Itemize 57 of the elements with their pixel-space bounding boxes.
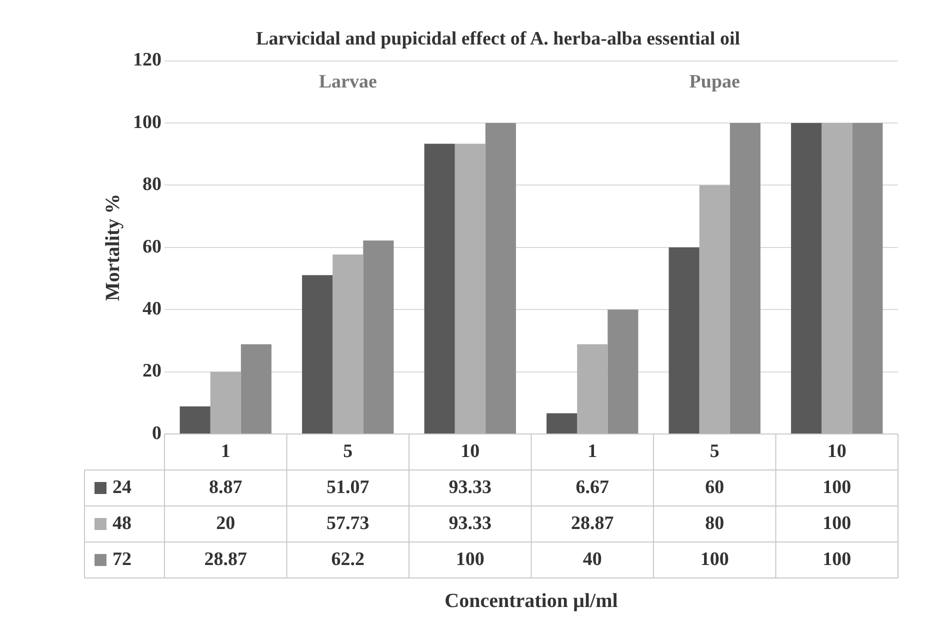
bar: [577, 344, 608, 434]
y-tick-label: 20: [142, 360, 162, 382]
annotation: Larvae: [318, 72, 377, 93]
data-label: 60: [705, 476, 724, 498]
bar: [180, 406, 210, 434]
x-tick-label: 1: [588, 440, 598, 462]
x-tick-label: 5: [710, 440, 720, 462]
bar: [822, 123, 852, 434]
data-label: 62.2: [331, 548, 364, 570]
legend-label: 72: [112, 548, 132, 570]
bar: [302, 275, 333, 434]
bar: [608, 310, 638, 434]
data-label: 20: [216, 512, 236, 534]
x-tick-label: 10: [827, 440, 846, 462]
legend-label: 48: [112, 512, 132, 534]
data-label: 93.33: [448, 512, 492, 534]
bar: [454, 144, 486, 434]
data-label: 93.33: [448, 476, 492, 498]
data-label: 51.07: [326, 476, 370, 498]
data-label: 100: [822, 548, 852, 570]
bar: [730, 123, 760, 434]
data-label: 100: [822, 512, 852, 534]
y-tick-label: 120: [133, 50, 162, 71]
x-tick-label: 1: [220, 440, 230, 462]
x-tick-label: 5: [343, 440, 353, 462]
data-label: 100: [700, 548, 729, 570]
data-label: 6.67: [576, 476, 610, 498]
bar: [668, 247, 700, 434]
chart-title: Larvicidal and pupicidal effect of A. herba-alba essential oil: [256, 28, 740, 50]
y-tick-label: 100: [133, 112, 162, 133]
bar: [699, 185, 730, 434]
data-label: 8.87: [209, 476, 243, 498]
legend-label: 24: [112, 476, 132, 498]
data-label: 28.87: [571, 512, 614, 534]
annotation: Pupae: [689, 72, 740, 93]
bar: [485, 123, 516, 434]
bar: [240, 344, 272, 434]
y-tick-label: 80: [142, 174, 162, 196]
data-label: 40: [582, 548, 602, 570]
y-axis-title: Mortality %: [102, 194, 124, 301]
data-label: 100: [822, 476, 852, 498]
bar: [332, 254, 364, 434]
y-tick-label: 60: [142, 236, 162, 258]
x-tick-label: 10: [460, 440, 480, 462]
y-tick-label: 0: [152, 422, 162, 444]
bar: [210, 372, 241, 434]
bar: [424, 144, 455, 434]
text: Concentration µl/ml: [444, 590, 618, 612]
y-tick-label: 40: [142, 298, 162, 320]
data-label: 57.73: [326, 512, 370, 534]
bar: [363, 240, 394, 434]
data-label: 28.87: [204, 548, 248, 570]
bar: [852, 123, 883, 434]
data-label: 80: [705, 512, 724, 534]
bar: [791, 123, 822, 434]
data-label: 100: [456, 548, 484, 570]
bar: [546, 413, 578, 434]
